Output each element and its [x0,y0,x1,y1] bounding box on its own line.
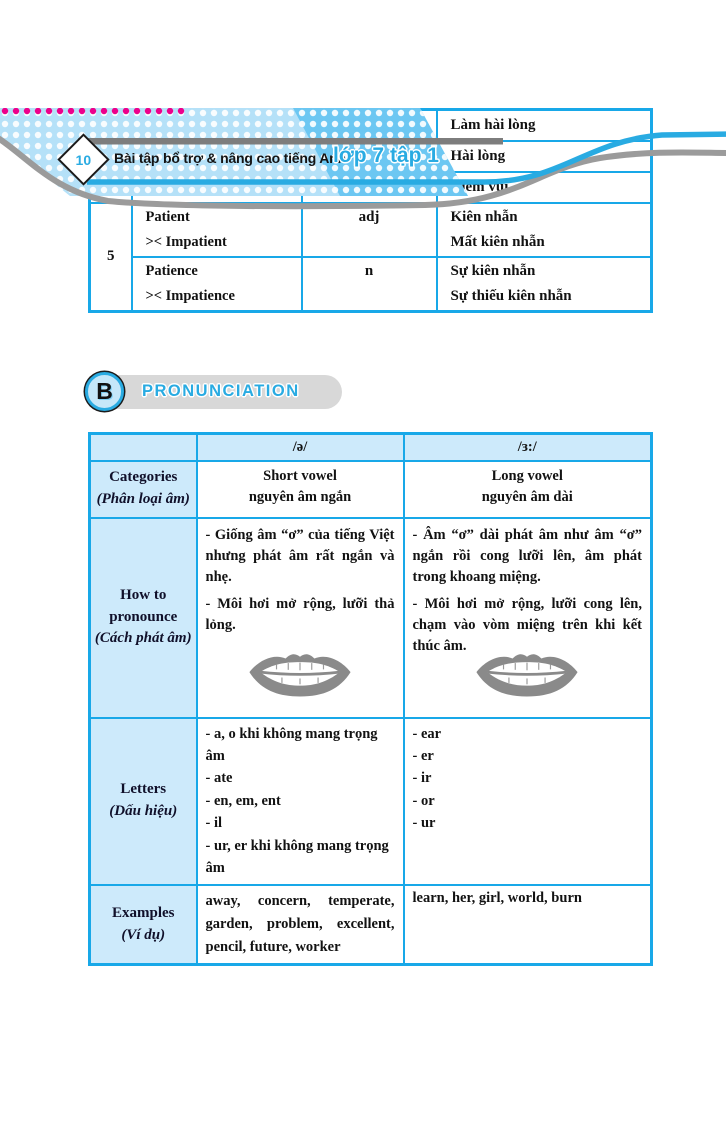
meaning-line: Sự kiên nhẫn [450,262,536,279]
pronounce-point: - Âm “ơ” dài phát âm như âm “ơ” ngắn rồi… [412,526,643,585]
category-line: Long vowel [491,467,563,484]
label-vi: (Dấu hiệu) [109,803,178,820]
table-row: Examples (Ví dụ) away, concern, temperat… [88,883,653,966]
table-row: Patience >< Impatience n Sự kiên nhẫn Sự… [90,255,653,312]
letter-pattern: - ur, er khi không mang trọng âm [205,837,389,877]
pink-dots-strip [0,108,185,115]
page-number: 10 [75,151,92,168]
how-to-short-cell: - Giống âm “ơ” của tiếng Việt nhưng phát… [195,516,405,719]
label-en: Examples [111,904,175,921]
section-heading: PRONUNCIATION B [85,371,726,412]
meaning-cell: Sự kiên nhẫn Sự thiếu kiên nhẫn [435,255,653,312]
letter-pattern: - ear [412,725,442,742]
letter-pattern: - ate [205,770,233,787]
letters-long-cell: - ear - er - ir - or - ur [402,716,653,886]
meaning-line: Sự thiếu kiên nhẫn [450,287,572,304]
meaning-line: Mất kiên nhẫn [450,233,545,250]
table-row: 5 Patient >< Impatient adj Kiên nhẫn Mất… [88,201,653,312]
section-badge: B [85,371,124,411]
gray-swoosh-line [0,135,726,210]
pos-cell: n [300,255,438,312]
halftone-dots [0,108,468,196]
blue-swoosh-line [87,131,726,185]
label-en: pronounce [109,608,178,625]
how-to-pronounce-label: How to pronounce (Cách phát âm) [88,516,198,719]
corner-cell [88,432,198,462]
word-line: Patient [145,208,190,225]
letter-pattern: - en, em, ent [205,792,281,809]
categories-long-cell: Long vowel nguyên âm dài [402,459,653,519]
category-line: nguyên âm ngắn [248,489,352,506]
word-antonym-line: >< Impatience [145,287,235,304]
meaning-cell: Kiên nhẫn Mất kiên nhẫn [435,201,653,258]
label-vi: (Ví dụ) [121,926,166,943]
table-row: Letters (Dấu hiệu) - a, o khi không mang… [88,716,653,886]
header-gray-bar [78,138,503,145]
meaning-cell: Làm hài lòng [435,108,653,142]
header-decoration [0,108,726,210]
meaning-line: Kiên nhẫn [450,208,518,225]
how-to-long-cell: - Âm “ơ” dài phát âm như âm “ơ” ngắn rồi… [402,516,653,719]
categories-short-cell: Short vowel nguyên âm ngắn [195,459,405,519]
letter-pattern: - or [412,792,435,809]
category-line: nguyên âm dài [481,489,573,506]
label-en: Letters [120,781,167,798]
label-en: Categories [109,469,178,486]
book-title: Bài tập bổ trợ & nâng cao tiếng Anh [114,150,346,166]
page-header: 10 Bài tập bổ trợ & nâng cao tiếng Anh l… [0,108,726,228]
word-line: Patience [145,262,198,279]
category-line: Short vowel [263,467,337,484]
section-badge-letter: B [96,377,113,404]
sound-short-header: /ə/ [195,432,405,462]
letter-pattern: - ur [412,815,436,832]
label-vi: (Phân loại âm) [96,491,190,507]
categories-label: Categories (Phân loại âm) [88,459,198,519]
examples-long-cell: learn, her, girl, world, burn [402,883,653,966]
pronunciation-table: /ə/ /ɜ:/ Categories (Phân loại âm) Short… [88,431,653,967]
label-vi: (Cách phát âm) [94,630,192,647]
pronounce-point: - Môi hơi mở rộng, lưỡi cong lên, chạm v… [412,595,643,654]
pronounce-point: - Giống âm “ơ” của tiếng Việt nhưng phát… [205,526,395,585]
letter-pattern: - il [205,815,223,832]
word-cell: Patient >< Impatient [130,201,303,258]
group-number: 5 [88,201,133,312]
pronounce-point: - Môi hơi mở rộng, lưỡi thả lỏng. [205,595,395,633]
table-row: /ə/ /ɜ:/ [88,432,653,462]
section-title: PRONUNCIATION [142,382,300,400]
letter-pattern: - er [412,747,434,764]
letter-pattern: - a, o khi không mang trọng âm [205,725,378,764]
word-cell: Patience >< Impatience [130,255,303,312]
examples-label: Examples (Ví dụ) [88,883,198,966]
table-row: How to pronounce (Cách phát âm) - Giống … [88,516,653,719]
letters-label: Letters (Dấu hiệu) [88,716,198,886]
lips-illustration-short [244,645,356,708]
section-title-pill: PRONUNCIATION [92,374,342,409]
book-edition: lớp 7 tập 1 [333,144,439,167]
lips-illustration-long [471,645,583,708]
table-row: Categories (Phân loại âm) Short vowel ng… [88,459,653,519]
sound-long-header: /ɜ:/ [402,432,653,462]
letters-short-cell: - a, o khi không mang trọng âm - ate - e… [195,716,405,886]
letter-pattern: - ir [412,770,432,787]
examples-short-cell: away, concern, temperate, garden, proble… [195,883,405,966]
label-en: How to [120,586,167,603]
word-antonym-line: >< Impatient [145,233,227,250]
